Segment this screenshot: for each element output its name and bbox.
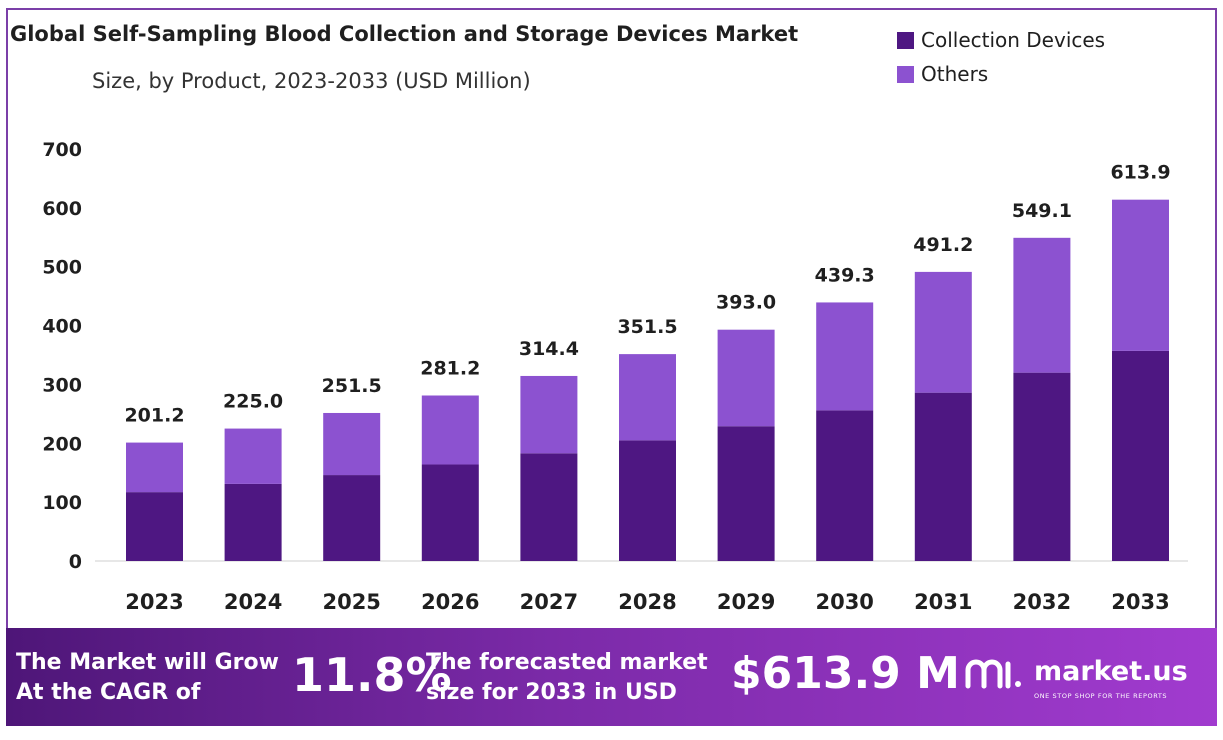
legend-label-collection-devices: Collection Devices [921, 28, 1106, 52]
bar-others-2023 [126, 442, 183, 493]
cagr-caption-line-2: At the CAGR of [16, 680, 201, 705]
x-tick-label-2026: 2026 [421, 590, 479, 614]
bar-others-2027 [520, 375, 578, 454]
data-label-2029: 393.0 [716, 292, 776, 314]
x-tick-label-2029: 2029 [717, 590, 775, 614]
x-tick-label-2025: 2025 [322, 590, 380, 614]
y-tick-label-500: 500 [42, 257, 82, 279]
cagr-caption: The Market will Grow At the CAGR of [16, 648, 279, 708]
bar-collection-devices-2028 [619, 440, 676, 561]
forecast-caption-line-1: The forecasted market [426, 650, 708, 675]
legend-item-others: Others [897, 62, 988, 86]
bar-others-2030 [816, 302, 874, 411]
y-tick-label-400: 400 [42, 316, 82, 338]
x-tick-label-2024: 2024 [224, 590, 282, 614]
data-label-2031: 491.2 [913, 234, 973, 256]
y-tick-label-100: 100 [42, 492, 82, 514]
forecast-caption: The forecasted market size for 2033 in U… [426, 648, 708, 708]
bar-collection-devices-2031 [914, 392, 972, 561]
bar-collection-devices-2023 [126, 492, 183, 561]
brand-logo: market.us ONE STOP SHOP FOR THE REPORTS [964, 652, 1204, 712]
y-tick-label-0: 0 [69, 551, 82, 573]
cagr-caption-line-1: The Market will Grow [16, 650, 279, 675]
legend-item-collection-devices: Collection Devices [897, 28, 1105, 52]
x-tick-label-2033: 2033 [1111, 590, 1169, 614]
market-us-logo-icon [965, 659, 1021, 689]
bar-others-2028 [619, 354, 676, 441]
bar-others-2029 [717, 329, 775, 427]
x-tick-label-2031: 2031 [914, 590, 972, 614]
bar-collection-devices-2030 [816, 410, 874, 561]
legend-label-others: Others [921, 62, 989, 86]
brand-tagline: ONE STOP SHOP FOR THE REPORTS [1034, 692, 1168, 700]
bar-collection-devices-2032 [1013, 372, 1071, 561]
x-tick-label-2023: 2023 [125, 590, 183, 614]
stacked-bar-chart: 0 100 200 300 400 500 600 700 201.2 2023 225.0 2024… [42, 139, 1188, 614]
y-tick-label-300: 300 [42, 374, 82, 396]
bar-others-2032 [1013, 237, 1071, 373]
bar-collection-devices-2025 [323, 475, 381, 561]
bar-others-2026 [421, 395, 479, 465]
bar-collection-devices-2026 [421, 464, 479, 561]
y-tick-label-700: 700 [42, 139, 82, 161]
y-tick-label-600: 600 [42, 198, 82, 220]
data-label-2023: 201.2 [124, 405, 184, 427]
data-label-2030: 439.3 [815, 264, 875, 286]
x-tick-label-2032: 2032 [1013, 590, 1071, 614]
brand-name: market.us [1034, 656, 1188, 687]
bar-collection-devices-2024 [224, 483, 282, 561]
data-label-2026: 281.2 [420, 357, 480, 379]
cagr-value: 11.8% [292, 648, 452, 702]
data-label-2033: 613.9 [1110, 162, 1170, 184]
data-label-2024: 225.0 [223, 391, 283, 413]
bar-others-2024 [224, 428, 282, 484]
chart-subtitle: Size, by Product, 2023-2033 (USD Million… [92, 69, 531, 93]
chart-title: Global Self-Sampling Blood Collection an… [10, 22, 799, 46]
summary-banner: The Market will Grow At the CAGR of 11.8… [6, 628, 1217, 726]
data-label-2028: 351.5 [617, 316, 677, 338]
x-tick-label-2028: 2028 [618, 590, 676, 614]
bar-collection-devices-2033 [1112, 350, 1169, 561]
forecast-caption-line-2: size for 2033 in USD [426, 680, 677, 705]
x-tick-label-2030: 2030 [815, 590, 873, 614]
forecast-value: $613.9 M [731, 648, 960, 699]
bar-collection-devices-2027 [520, 453, 578, 561]
bar-others-2033 [1112, 199, 1169, 351]
legend-swatch-collection-devices [897, 32, 914, 49]
legend-swatch-others [897, 66, 914, 83]
data-label-2032: 549.1 [1012, 200, 1072, 222]
bar-collection-devices-2029 [717, 426, 775, 561]
data-label-2027: 314.4 [519, 338, 579, 360]
data-label-2025: 251.5 [322, 375, 382, 397]
bar-others-2025 [323, 412, 381, 476]
bar-others-2031 [914, 271, 972, 393]
x-tick-label-2027: 2027 [520, 590, 578, 614]
y-tick-label-200: 200 [42, 433, 82, 455]
